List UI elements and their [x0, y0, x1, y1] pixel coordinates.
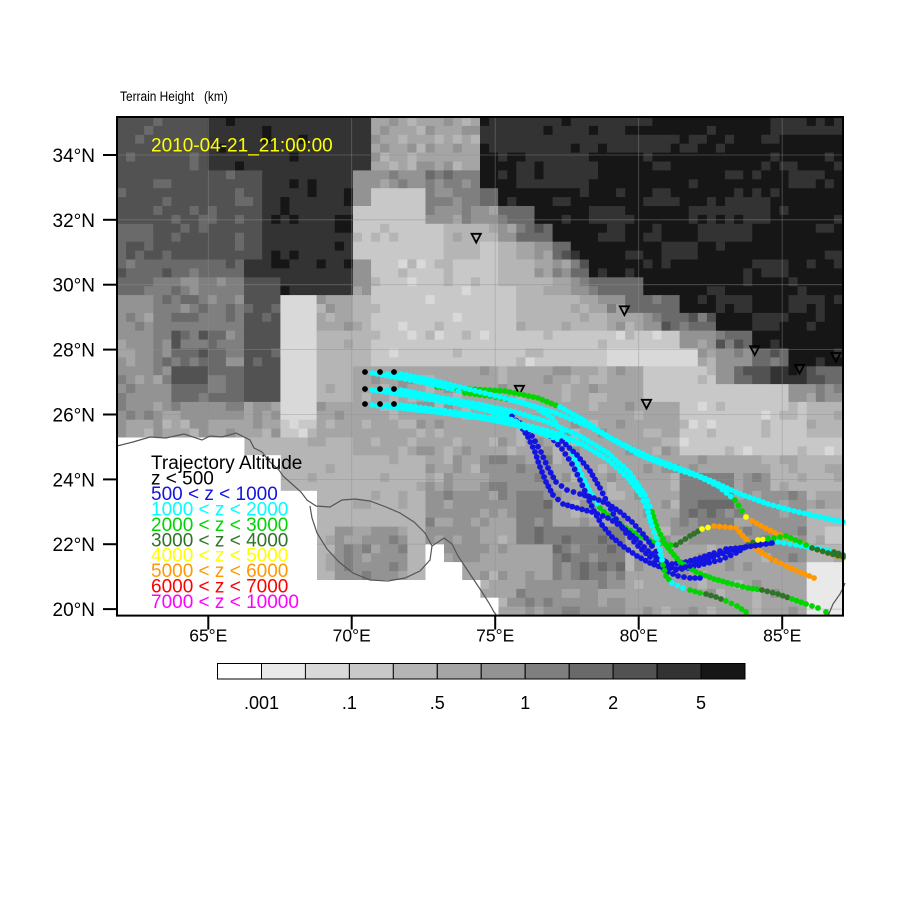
svg-text:.5: .5 — [430, 693, 445, 713]
svg-text:3000 < z < 4000: 3000 < z < 4000 — [151, 530, 288, 551]
svg-text:1: 1 — [520, 693, 530, 713]
svg-text:28°N: 28°N — [53, 341, 95, 362]
svg-text:6000 < z < 7000: 6000 < z < 7000 — [151, 577, 288, 598]
svg-text:65°E: 65°E — [189, 626, 227, 646]
svg-text:30°N: 30°N — [53, 276, 95, 297]
svg-text:70°E: 70°E — [333, 626, 371, 646]
svg-text:2010-04-21_21:00:00: 2010-04-21_21:00:00 — [151, 136, 333, 157]
svg-text:34°N: 34°N — [53, 146, 95, 167]
svg-text:5000 < z < 6000: 5000 < z < 6000 — [151, 561, 288, 582]
svg-text:Terrain Height (km): Terrain Height (km) — [120, 88, 228, 104]
svg-text:24°N: 24°N — [53, 470, 95, 491]
svg-text:20°N: 20°N — [53, 600, 95, 621]
svg-text:z < 500: z < 500 — [151, 468, 214, 489]
svg-text:500 < z < 1000: 500 < z < 1000 — [151, 484, 278, 505]
svg-text:.1: .1 — [342, 693, 357, 713]
svg-text:1000 < z < 2000: 1000 < z < 2000 — [151, 499, 288, 520]
svg-text:4000 < z < 5000: 4000 < z < 5000 — [151, 546, 288, 567]
svg-text:2000 < z < 3000: 2000 < z < 3000 — [151, 515, 288, 536]
svg-text:85°E: 85°E — [763, 626, 801, 646]
svg-text:75°E: 75°E — [476, 626, 514, 646]
svg-text:7000 < z < 10000: 7000 < z < 10000 — [151, 592, 299, 613]
svg-text:.001: .001 — [244, 693, 279, 713]
svg-text:22°N: 22°N — [53, 535, 95, 556]
svg-text:32°N: 32°N — [53, 211, 95, 232]
svg-text:26°N: 26°N — [53, 406, 95, 427]
svg-text:5: 5 — [696, 693, 706, 713]
svg-text:80°E: 80°E — [620, 626, 658, 646]
svg-text:Trajectory Altitude: Trajectory Altitude — [151, 453, 302, 474]
svg-text:2: 2 — [608, 693, 618, 713]
